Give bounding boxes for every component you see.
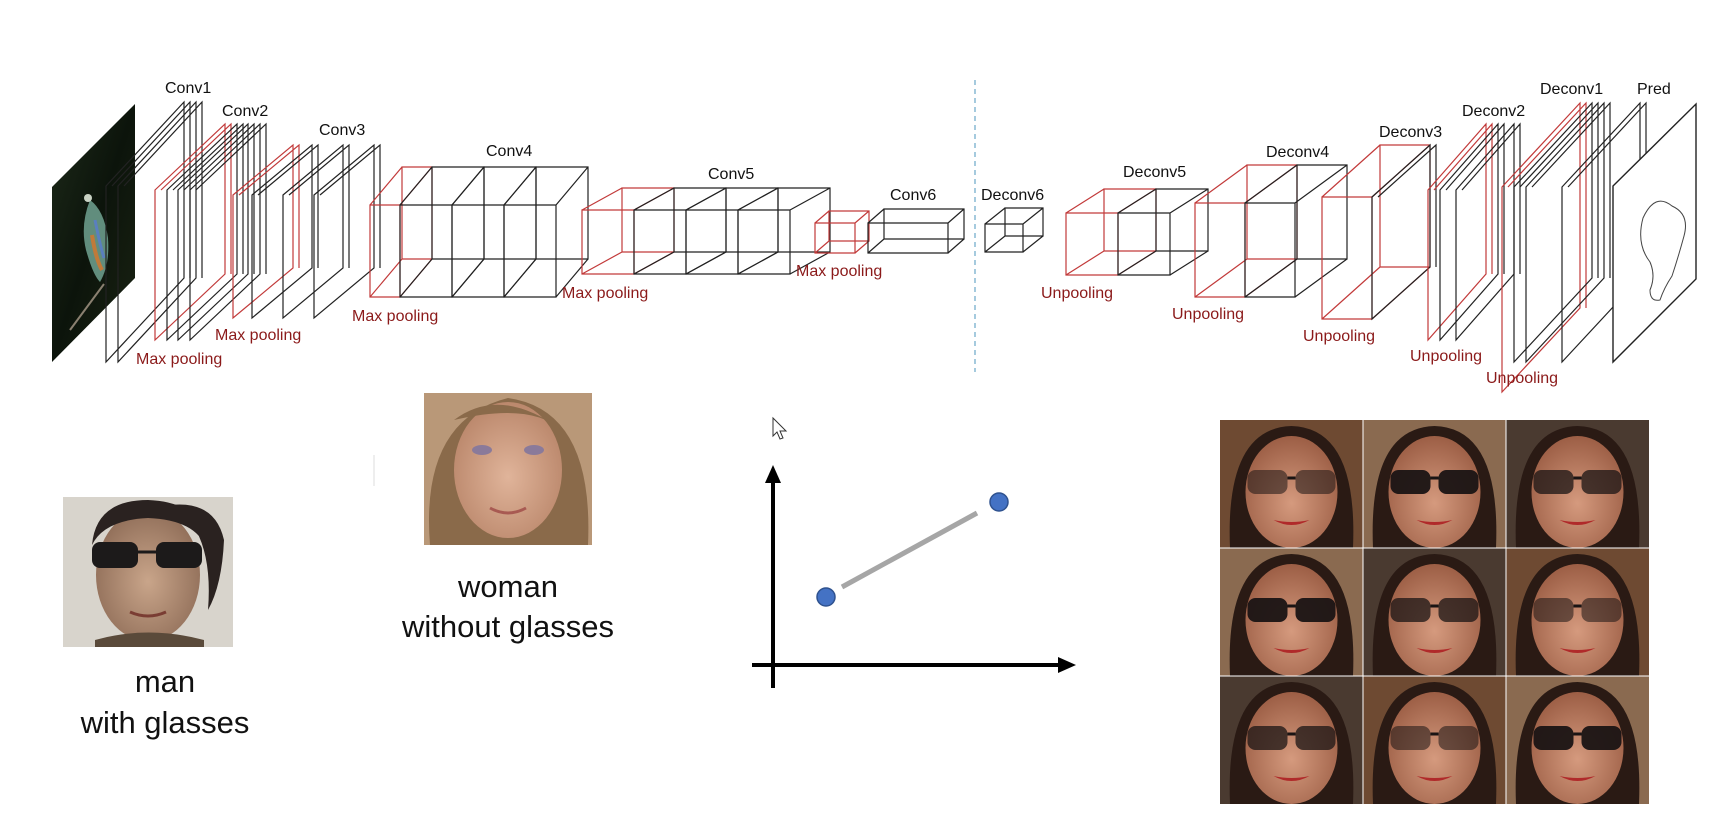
generated-face-7	[1220, 676, 1363, 804]
generated-face-4	[1220, 548, 1363, 676]
pool2-layer	[232, 143, 300, 320]
pool4-block	[581, 187, 675, 275]
label-max-pooling-1: Max pooling	[136, 351, 222, 368]
x-axis-arrow	[1058, 657, 1076, 673]
unpool2-layer	[1427, 122, 1493, 342]
label-deconv1: Deconv1	[1540, 81, 1603, 98]
generated-face-6	[1506, 548, 1649, 676]
unpool4-block	[1194, 164, 1298, 298]
conv4-block-b	[451, 166, 537, 298]
label-max-pooling-4: Max pooling	[562, 285, 648, 302]
generated-face-3	[1506, 420, 1649, 548]
generated-face-2	[1363, 420, 1506, 548]
label-unpooling-3: Unpooling	[1303, 328, 1375, 345]
deconv2-layer-b	[1455, 122, 1521, 342]
latent-space-plot	[752, 465, 1076, 688]
label-conv3: Conv3	[319, 122, 365, 139]
deconv4-block	[1244, 164, 1348, 298]
label-conv4: Conv4	[486, 143, 532, 160]
conv3-layer-b	[282, 143, 350, 320]
label-unpooling-4: Unpooling	[1410, 348, 1482, 365]
latent-point-end	[989, 492, 1009, 512]
woman-caption-line2: without glasses	[401, 609, 614, 644]
label-deconv2: Deconv2	[1462, 103, 1525, 120]
woman-face-photo	[424, 393, 592, 545]
deconv5-block	[1117, 188, 1209, 276]
label-deconv6: Deconv6	[981, 187, 1044, 204]
label-max-pooling-3: Max pooling	[352, 308, 438, 325]
deconv3-layer	[1371, 143, 1437, 321]
deconv6-block	[984, 207, 1044, 253]
label-conv1: Conv1	[165, 80, 211, 97]
conv4-block-a	[399, 166, 485, 298]
mouse-pointer-icon	[772, 416, 788, 440]
conv2-layer-c	[189, 122, 267, 342]
latent-point-start	[816, 587, 836, 607]
pool3-block	[369, 166, 433, 298]
deconv1-layer-b	[1525, 101, 1611, 364]
conv4-block-c	[503, 166, 589, 298]
conv3-layer-c	[313, 143, 381, 320]
generated-face-5	[1363, 548, 1506, 676]
label-unpooling-2: Unpooling	[1172, 306, 1244, 323]
network-layers	[105, 100, 1647, 394]
label-deconv4: Deconv4	[1266, 144, 1329, 161]
deconv1-layer-a	[1513, 101, 1599, 364]
conv6-block	[867, 208, 965, 254]
encoder-decoder-diagram: Conv1 Conv2 Conv3 Conv4 Conv5 Conv6 Deco…	[52, 80, 1697, 394]
pool1-layer	[154, 122, 232, 342]
prediction-output	[1612, 102, 1697, 364]
input-image	[52, 104, 135, 362]
conv2-layer-a	[166, 122, 244, 342]
unpool1-layer	[1501, 101, 1587, 394]
label-unpooling-5: Unpooling	[1486, 370, 1558, 387]
label-max-pooling-5: Max pooling	[796, 263, 882, 280]
generated-face-9	[1506, 676, 1649, 804]
label-conv5: Conv5	[708, 166, 754, 183]
unpool5-block	[1065, 188, 1157, 276]
conv5-block-a	[633, 187, 727, 275]
man-face-photo	[63, 497, 233, 647]
generated-face-8	[1363, 676, 1506, 804]
deconv2-layer-a	[1439, 122, 1505, 342]
label-pred: Pred	[1637, 81, 1671, 98]
y-axis-arrow	[765, 465, 781, 483]
conv5-block-b	[685, 187, 779, 275]
label-deconv5: Deconv5	[1123, 164, 1186, 181]
label-max-pooling-2: Max pooling	[215, 327, 301, 344]
man-caption-line2: with glasses	[80, 705, 250, 740]
generated-face-1	[1220, 420, 1363, 548]
label-conv6: Conv6	[890, 187, 936, 204]
woman-caption-line1: woman	[457, 569, 558, 604]
conv1-layer-b	[117, 100, 203, 364]
conv2-layer-b	[177, 122, 255, 342]
label-deconv3: Deconv3	[1379, 124, 1442, 141]
label-unpooling-1: Unpooling	[1041, 285, 1113, 302]
conv5-block-c	[737, 187, 831, 275]
man-caption-line1: man	[135, 664, 195, 699]
conv3-layer-a	[251, 143, 319, 320]
pool5-block	[814, 210, 870, 254]
label-conv2: Conv2	[222, 103, 268, 120]
generated-faces-grid	[1220, 420, 1649, 804]
interpolation-line	[840, 510, 979, 590]
